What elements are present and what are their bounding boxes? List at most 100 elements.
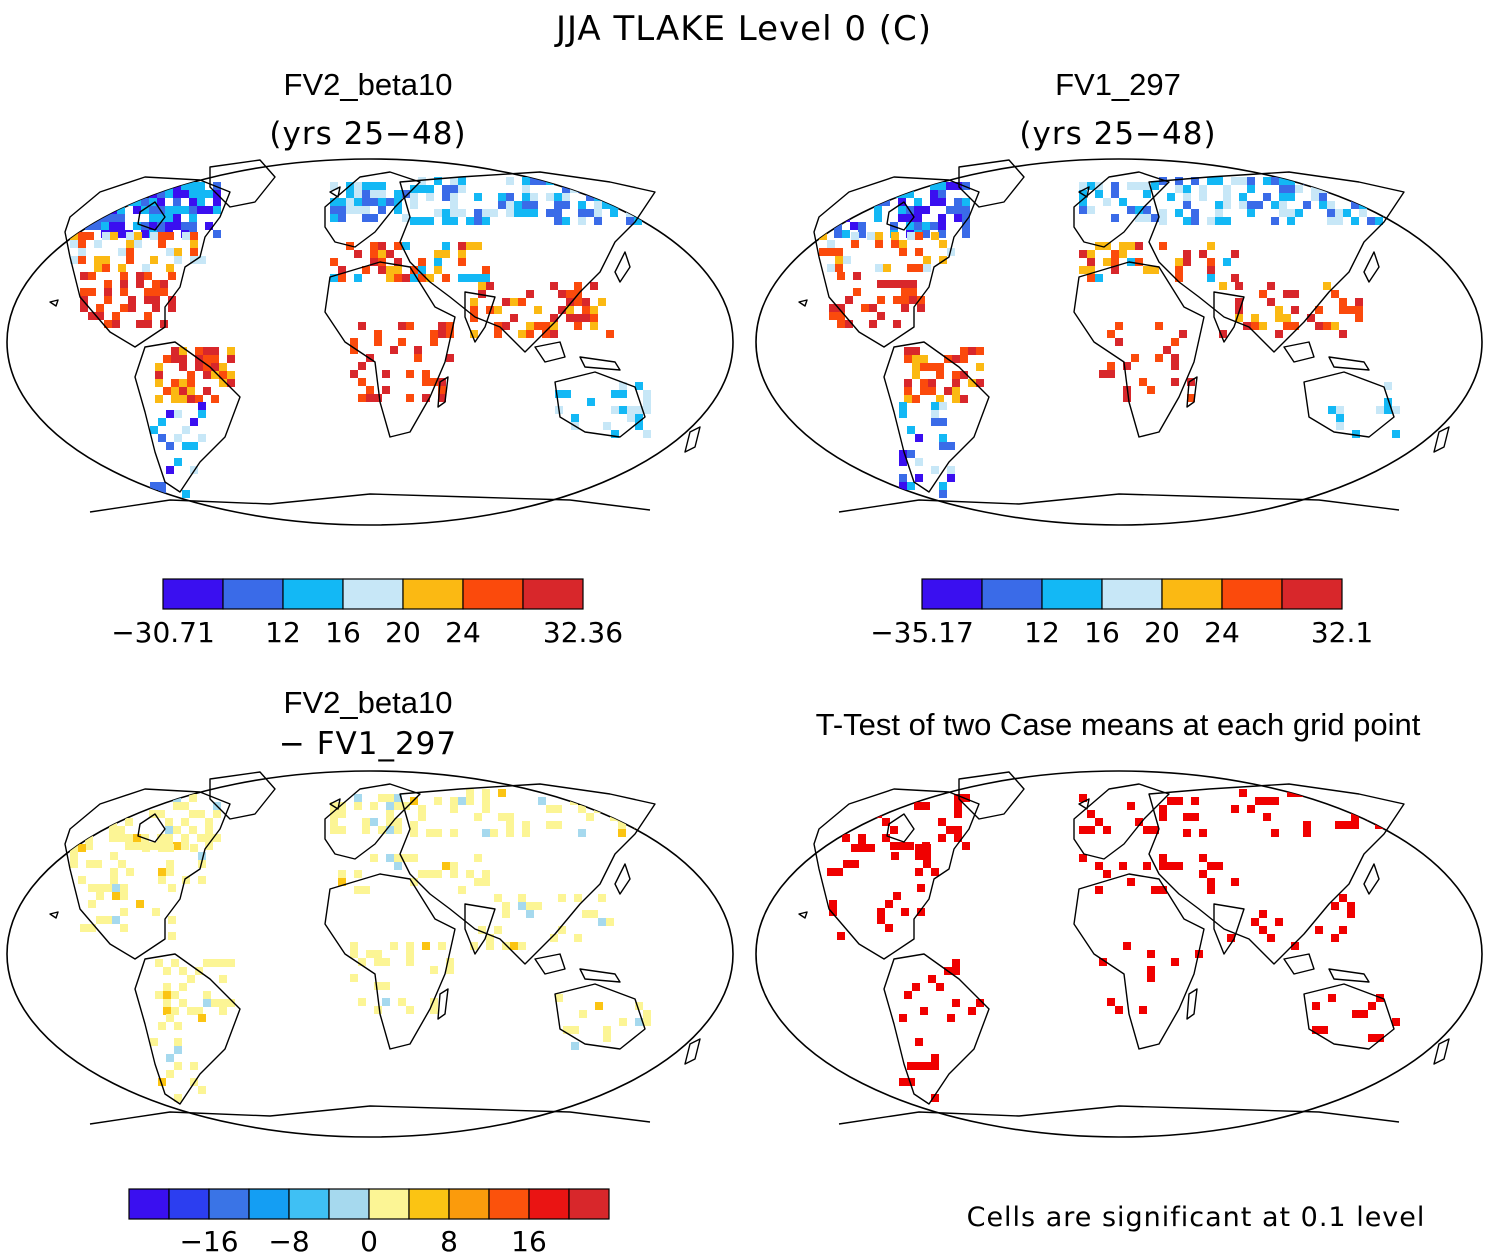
grid-cell bbox=[394, 258, 402, 266]
grid-cell bbox=[917, 884, 925, 892]
grid-cell bbox=[213, 206, 221, 214]
grid-cell bbox=[474, 193, 482, 201]
grid-cell bbox=[827, 240, 835, 248]
grid-cell bbox=[954, 198, 962, 206]
grid-cell bbox=[1183, 217, 1191, 225]
grid-cell bbox=[522, 201, 530, 209]
grid-cell bbox=[1167, 862, 1175, 870]
grid-cell bbox=[109, 214, 117, 222]
grid-cell bbox=[1215, 177, 1223, 185]
grid-cell bbox=[338, 214, 346, 222]
grid-cell bbox=[899, 240, 907, 248]
grid-cell bbox=[907, 482, 915, 490]
grid-cell bbox=[179, 983, 187, 991]
grid-cell bbox=[619, 1018, 627, 1026]
grid-cell bbox=[1359, 193, 1367, 201]
grid-cell bbox=[506, 813, 514, 821]
grid-cell bbox=[358, 378, 366, 386]
grid-cell bbox=[426, 274, 434, 282]
grid-cell bbox=[338, 826, 346, 834]
grid-cell bbox=[144, 272, 152, 280]
grid-cell bbox=[1375, 193, 1383, 201]
grid-cell bbox=[181, 818, 189, 826]
grid-cell bbox=[141, 198, 149, 206]
grid-cell bbox=[1087, 206, 1095, 214]
grid-cell bbox=[968, 347, 976, 355]
grid-cell bbox=[1352, 1010, 1360, 1018]
grid-cell bbox=[1135, 206, 1143, 214]
grid-cell bbox=[109, 810, 117, 818]
grid-cell bbox=[594, 209, 602, 217]
grid-cell bbox=[374, 1006, 382, 1014]
grid-cell bbox=[498, 789, 506, 797]
grid-cell bbox=[530, 201, 538, 209]
grid-cell bbox=[370, 190, 378, 198]
grid-cell bbox=[94, 264, 102, 272]
grid-cell bbox=[126, 248, 134, 256]
grid-cell bbox=[603, 1026, 611, 1034]
grid-cell bbox=[149, 214, 157, 222]
grid-cell bbox=[1115, 322, 1123, 330]
grid-cell bbox=[899, 1014, 907, 1022]
grid-cell bbox=[362, 198, 370, 206]
grid-cell bbox=[618, 797, 626, 805]
grid-cell bbox=[166, 442, 174, 450]
grid-cell bbox=[78, 248, 86, 256]
grid-cell bbox=[842, 834, 850, 842]
grid-cell bbox=[1159, 209, 1167, 217]
grid-cell bbox=[522, 829, 530, 837]
grid-cell bbox=[406, 322, 414, 330]
grid-cell bbox=[474, 209, 482, 217]
grid-cell bbox=[173, 842, 181, 850]
grid-cell bbox=[158, 876, 166, 884]
grid-cell bbox=[366, 386, 374, 394]
grid-cell bbox=[842, 230, 850, 238]
grid-cell bbox=[912, 371, 920, 379]
grid-cell bbox=[358, 394, 366, 402]
grid-cell bbox=[1199, 829, 1207, 837]
grid-cell bbox=[914, 222, 922, 230]
grid-cell bbox=[118, 264, 126, 272]
grid-cell bbox=[174, 1046, 182, 1054]
grid-cell bbox=[619, 390, 627, 398]
grid-cell bbox=[877, 296, 885, 304]
grid-cell bbox=[120, 892, 128, 900]
grid-cell bbox=[474, 274, 482, 282]
grid-cell bbox=[1111, 258, 1119, 266]
grid-cell bbox=[1263, 797, 1271, 805]
grid-cell bbox=[442, 250, 450, 258]
grid-cell bbox=[1199, 854, 1207, 862]
grid-cell bbox=[486, 942, 494, 950]
grid-cell bbox=[518, 298, 526, 306]
grid-cell bbox=[438, 394, 446, 402]
grid-cell bbox=[1247, 209, 1255, 217]
grid-cell bbox=[626, 177, 634, 185]
grid-cell bbox=[442, 862, 450, 870]
grid-cell bbox=[906, 190, 914, 198]
grid-cell bbox=[834, 182, 842, 190]
grid-cell bbox=[152, 280, 160, 288]
grid-cell bbox=[1247, 185, 1255, 193]
panel-subtitle: − FV1_297 bbox=[279, 726, 457, 762]
grid-cell bbox=[173, 190, 181, 198]
grid-cell bbox=[915, 1062, 923, 1070]
grid-cell bbox=[1287, 217, 1295, 225]
grid-cell bbox=[1279, 209, 1287, 217]
grid-cell bbox=[195, 395, 203, 403]
grid-cell bbox=[354, 886, 362, 894]
grid-cell bbox=[434, 177, 442, 185]
grid-cell bbox=[1175, 862, 1183, 870]
grid-cell bbox=[398, 998, 406, 1006]
grid-cell bbox=[1283, 314, 1291, 322]
grid-cell bbox=[109, 206, 117, 214]
grid-cell bbox=[1251, 314, 1259, 322]
grid-cell bbox=[213, 810, 221, 818]
grid-cell bbox=[1375, 201, 1383, 209]
grid-cell bbox=[909, 288, 917, 296]
grid-cell bbox=[1127, 802, 1135, 810]
grid-cell bbox=[915, 248, 923, 256]
grid-cell bbox=[430, 1006, 438, 1014]
colorbar-swatch bbox=[1161, 578, 1223, 610]
grid-cell bbox=[514, 201, 522, 209]
grid-cell bbox=[858, 190, 866, 198]
